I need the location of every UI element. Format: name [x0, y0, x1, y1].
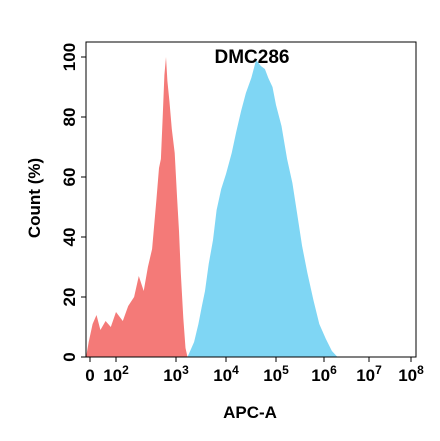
y-tick-label: 20 [60, 288, 79, 307]
x-tick-label: 106 [311, 363, 337, 385]
series-1-area [86, 57, 188, 357]
y-axis-label: Count (%) [25, 158, 44, 238]
y-tick-label: 60 [60, 168, 79, 187]
y-axis: 0 20 40 60 80 100 [60, 43, 86, 362]
x-axis-label: APC-A [223, 403, 277, 422]
x-tick-label: 0 [85, 366, 94, 385]
x-axis: 0 102 103 104 105 106 107 108 [85, 357, 424, 385]
y-tick-label: 80 [60, 108, 79, 127]
series-area-group [86, 57, 338, 357]
x-tick-label: 104 [213, 363, 239, 385]
plot-frame [85, 41, 417, 358]
y-tick-label: 0 [60, 352, 79, 361]
x-tick-label: 105 [263, 363, 289, 385]
y-tick-label: 100 [60, 43, 79, 71]
x-tick-label: 107 [356, 363, 382, 385]
x-tick-label: 103 [163, 363, 189, 385]
x-tick-label: 102 [103, 363, 129, 385]
y-tick-label: 40 [60, 228, 79, 247]
x-tick-label: 108 [398, 363, 424, 385]
chart-title: DMC286 [215, 47, 290, 68]
series-2-area [187, 60, 338, 357]
